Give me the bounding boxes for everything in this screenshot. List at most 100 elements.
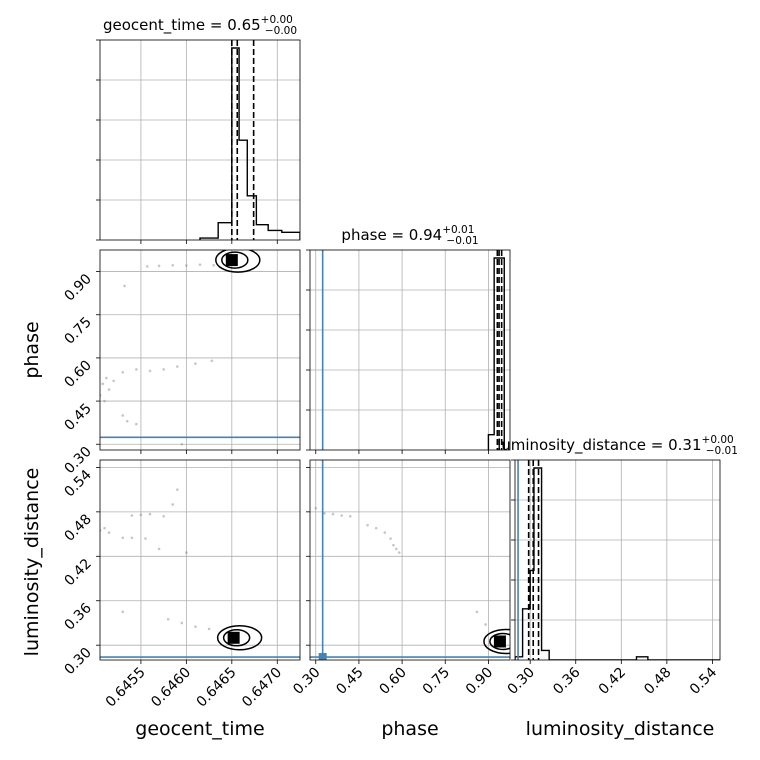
sample-point [323, 512, 326, 515]
sample-point [395, 547, 398, 551]
sample-point [210, 359, 214, 363]
sample-point [121, 414, 125, 417]
scatter-panel-phase_vs_luminosity_distance [310, 460, 510, 660]
scatter-panel-geocent_time_vs_luminosity_distance-area [100, 460, 300, 660]
x-tick-label: 0.30 [505, 665, 538, 698]
sample-point [112, 379, 115, 383]
sample-point [212, 263, 215, 267]
scatter-geocent_time_vs_phase-density-peak [225, 254, 238, 267]
sample-point [107, 531, 111, 534]
x-tick-label: 0.42 [596, 665, 629, 698]
scatter-panel-geocent_time_vs_phase [100, 250, 300, 450]
hist-panel-luminosity_distance-frame [514, 459, 721, 661]
sample-point [484, 623, 487, 626]
x-tick-label: 0.90 [463, 665, 496, 698]
scatter-panel-geocent_time_vs_phase-frame [99, 249, 301, 451]
scatter-geocent_time_vs_luminosity_distance-contour-outer [216, 625, 263, 651]
sample-point [207, 627, 211, 631]
sample-point [157, 547, 161, 551]
sample-point [162, 368, 165, 371]
title-luminosity_distance-lower-error: −0.01 [706, 445, 738, 457]
sample-point [397, 551, 401, 554]
hist-luminosity_distance-histogram [515, 467, 720, 660]
y-axis-label-luminosity_distance: luminosity_distance [21, 468, 43, 657]
x-axis-label-phase: phase [381, 718, 438, 740]
title-luminosity_distance-upper-error: +0.00 [702, 434, 734, 446]
sample-point [157, 264, 161, 268]
y-tick-label: 0.45 [61, 401, 94, 434]
sample-point [194, 362, 197, 365]
sample-point [194, 625, 197, 628]
hist-phase-histogram [487, 257, 505, 450]
x-axis-label-luminosity_distance: luminosity_distance [526, 718, 715, 740]
sample-point [162, 514, 165, 518]
scatter-phase_vs_luminosity_distance-density-peak [493, 635, 506, 648]
y-tick-label: 0.48 [61, 511, 94, 544]
scatter-panel-phase_vs_luminosity_distance-area [310, 460, 510, 660]
x-tick-label: 0.6465 [194, 665, 240, 711]
sample-point [125, 419, 129, 423]
x-tick-label: 0.30 [290, 665, 323, 698]
sample-point [130, 514, 134, 517]
sample-point [331, 512, 335, 516]
sample-point [148, 512, 152, 516]
sample-point [340, 514, 343, 517]
title-phase: phase = 0.94+0.01 −0.01 [341, 224, 478, 247]
x-tick-label: 0.6460 [148, 665, 194, 711]
sample-point [121, 610, 125, 614]
sample-point [374, 526, 378, 530]
hist-panel-phase [310, 250, 510, 450]
scatter-geocent_time_vs_phase-contour-mid [221, 251, 249, 269]
sample-point [135, 422, 138, 426]
sample-point [103, 526, 106, 530]
sample-point [383, 531, 387, 534]
title-geocent_time: geocent_time = 0.65+0.00 −0.00 [103, 14, 297, 37]
scatter-panel-geocent_time_vs_luminosity_distance-frame [99, 459, 301, 661]
hist-panel-geocent_time-area [100, 40, 300, 240]
sample-point [105, 376, 108, 380]
sample-point [185, 551, 188, 554]
y-tick-label: 0.36 [61, 600, 94, 633]
title-luminosity_distance: luminosity_distance = 0.31+0.00 −0.01 [497, 434, 738, 457]
sample-point [389, 537, 392, 540]
scatter-phase_vs_luminosity_distance-contour-outer [483, 628, 510, 655]
sample-point [135, 368, 138, 371]
sample-point [130, 536, 134, 540]
scatter-geocent_time_vs_luminosity_distance-contour-mid [222, 629, 251, 647]
title-phase-upper-error: +0.01 [442, 224, 474, 236]
hist-panel-phase-area [310, 250, 510, 450]
scatter-geocent_time_vs_phase-contour-outer [215, 250, 261, 273]
title-geocent_time-main: geocent_time = 0.65 [103, 16, 261, 35]
sample-point [101, 382, 105, 386]
hist-panel-geocent_time [100, 40, 300, 240]
sample-point [139, 513, 143, 517]
sample-point [144, 537, 147, 540]
sample-point [171, 503, 175, 506]
title-phase-lower-error: −0.01 [446, 235, 478, 247]
sample-point [123, 284, 126, 288]
title-geocent_time-lower-error: −0.00 [265, 25, 297, 37]
title-phase-main: phase = 0.94 [341, 226, 442, 244]
title-luminosity_distance-main: luminosity_distance = 0.31 [497, 436, 701, 455]
sample-point [148, 369, 152, 373]
title-geocent_time-upper-error: +0.00 [261, 14, 293, 26]
scatter-geocent_time_vs_luminosity_distance-density-peak [227, 631, 240, 644]
sample-point [121, 371, 125, 374]
hist-panel-luminosity_distance-area [515, 460, 720, 660]
sample-point [314, 506, 318, 510]
sample-point [107, 388, 111, 391]
truth-marker [318, 653, 327, 660]
y-tick-label: 0.30 [61, 645, 94, 678]
x-tick-label: 0.45 [333, 665, 366, 698]
sample-point [103, 399, 106, 403]
sample-point [185, 264, 188, 267]
x-tick-label: 0.60 [377, 665, 410, 698]
sample-point [180, 621, 184, 625]
scatter-panel-phase_vs_luminosity_distance-frame [309, 459, 511, 661]
y-tick-label: 0.42 [61, 556, 94, 589]
scatter-panel-geocent_time_vs_luminosity_distance [100, 460, 300, 660]
sample-point [166, 617, 170, 621]
x-tick-label: 0.48 [641, 665, 674, 698]
sample-point [121, 536, 125, 540]
